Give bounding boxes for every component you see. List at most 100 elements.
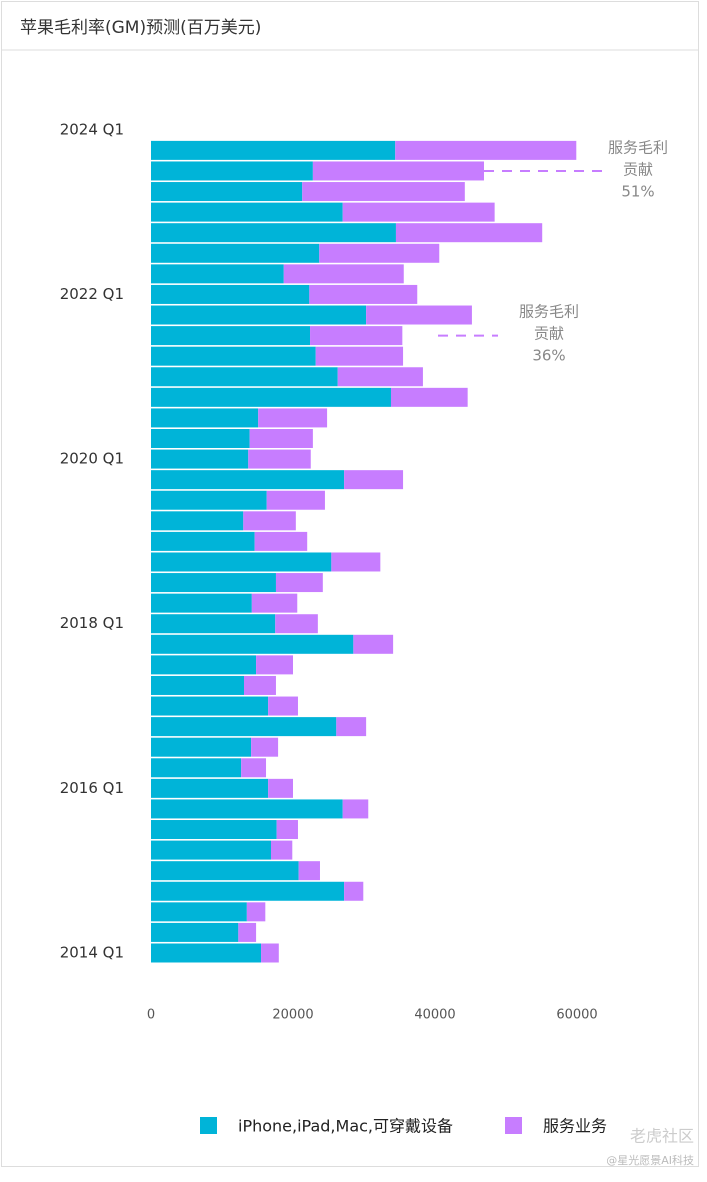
x-tick-label: 40000	[414, 1008, 455, 1023]
bar-segment	[151, 881, 345, 901]
y-tick-label: 2018 Q1	[60, 614, 124, 632]
bar-segment	[151, 182, 303, 202]
bar-segment	[151, 799, 343, 819]
bar-segment	[151, 675, 245, 695]
bar-segment	[275, 573, 323, 593]
bar-segment	[151, 284, 310, 304]
bar-segment	[151, 758, 242, 778]
x-tick-label: 0	[147, 1008, 155, 1023]
bar-segment	[151, 634, 354, 654]
bar-segment	[315, 346, 404, 366]
bar-segment	[261, 943, 279, 963]
bar-segment	[151, 696, 269, 716]
bar-segment	[336, 717, 367, 737]
bar-segment	[151, 490, 267, 510]
annotation-text: 贡献	[534, 325, 564, 343]
annotation-text: 36%	[532, 347, 565, 365]
bar-segment	[268, 696, 298, 716]
x-tick-label: 20000	[272, 1008, 313, 1023]
bar-segment	[337, 367, 423, 387]
bar-segment	[151, 202, 343, 222]
bar-segment	[151, 614, 276, 634]
bar-segment	[246, 902, 266, 922]
bar-segment	[238, 922, 257, 942]
y-tick-label: 2022 Q1	[60, 285, 124, 303]
bar-segment	[312, 161, 484, 181]
x-tick-label: 60000	[556, 1008, 597, 1023]
bar-segment	[342, 202, 495, 222]
bar-segment	[151, 223, 396, 243]
chart-title: 苹果毛利率(GM)预测(百万美元)	[20, 18, 261, 38]
bar-segment	[151, 264, 284, 284]
bar-segment	[151, 511, 244, 531]
bar-segment	[276, 820, 298, 840]
y-tick-label: 2020 Q1	[60, 450, 124, 468]
bar-segment	[309, 284, 418, 304]
bar-segment	[251, 593, 298, 613]
bar-segment	[366, 305, 472, 325]
bar-segment	[249, 429, 313, 448]
bar-segment	[151, 552, 332, 572]
bar-segment	[151, 655, 257, 675]
bar-segment	[151, 820, 277, 840]
bar-segment	[151, 861, 299, 881]
annotation-text: 51%	[621, 183, 654, 201]
bar-segment	[256, 655, 293, 675]
bar-segment	[151, 778, 269, 798]
bar-segment	[151, 943, 262, 963]
bar-segment	[275, 614, 318, 634]
y-tick-label: 2014 Q1	[60, 944, 124, 962]
bar-segment	[151, 737, 252, 757]
bar-segment	[151, 593, 252, 613]
bar-segment	[254, 531, 308, 551]
bar-segment	[270, 840, 293, 860]
bar-segment	[395, 223, 543, 243]
bar-segment	[243, 511, 296, 531]
bar-segment	[258, 408, 328, 428]
bar-segment	[151, 429, 250, 448]
bar-segment	[151, 346, 316, 366]
bar-segment	[151, 387, 391, 407]
bar-segment	[390, 387, 468, 407]
annotation-text: 服务毛利	[608, 139, 668, 157]
annotation-text: 服务毛利	[519, 303, 579, 321]
bar-segment	[151, 449, 249, 469]
bar-segment	[151, 573, 276, 593]
bar-segment	[151, 243, 320, 263]
bar-segment	[266, 490, 325, 510]
legend-swatch	[505, 1117, 522, 1134]
legend-swatch	[200, 1117, 217, 1134]
bar-segment	[151, 161, 313, 181]
bar-segment	[151, 408, 259, 428]
bar-segment	[151, 531, 255, 551]
legend-label: 服务业务	[543, 1117, 607, 1136]
bar-segment	[241, 758, 267, 778]
bar-segment	[251, 737, 279, 757]
bar-segment	[248, 449, 311, 469]
watermark: 老虎社区	[630, 1127, 694, 1146]
bar-segment	[353, 634, 394, 654]
bar-segment	[151, 140, 396, 160]
legend-label: iPhone,iPad,Mac,可穿戴设备	[238, 1117, 453, 1136]
bar-segment	[342, 799, 369, 819]
bar-segment	[310, 326, 403, 346]
bar-segment	[395, 140, 577, 160]
bar-segment	[319, 243, 440, 263]
bar-segment	[151, 717, 337, 737]
bar-segment	[151, 840, 271, 860]
bar-segment	[151, 367, 338, 387]
watermark: @星光愿景AI科技	[606, 1153, 694, 1167]
y-tick-label: 2024 Q1	[60, 120, 124, 138]
bar-segment	[151, 326, 311, 346]
bar-segment	[302, 182, 465, 202]
bar-segment	[151, 305, 367, 325]
y-tick-label: 2016 Q1	[60, 779, 124, 797]
bar-segment	[283, 264, 404, 284]
annotation-text: 贡献	[623, 161, 653, 179]
bar-segment	[151, 470, 345, 490]
bar-segment	[244, 675, 276, 695]
bar-segment	[331, 552, 381, 572]
bar-segment	[344, 470, 404, 490]
bar-segment	[344, 881, 364, 901]
